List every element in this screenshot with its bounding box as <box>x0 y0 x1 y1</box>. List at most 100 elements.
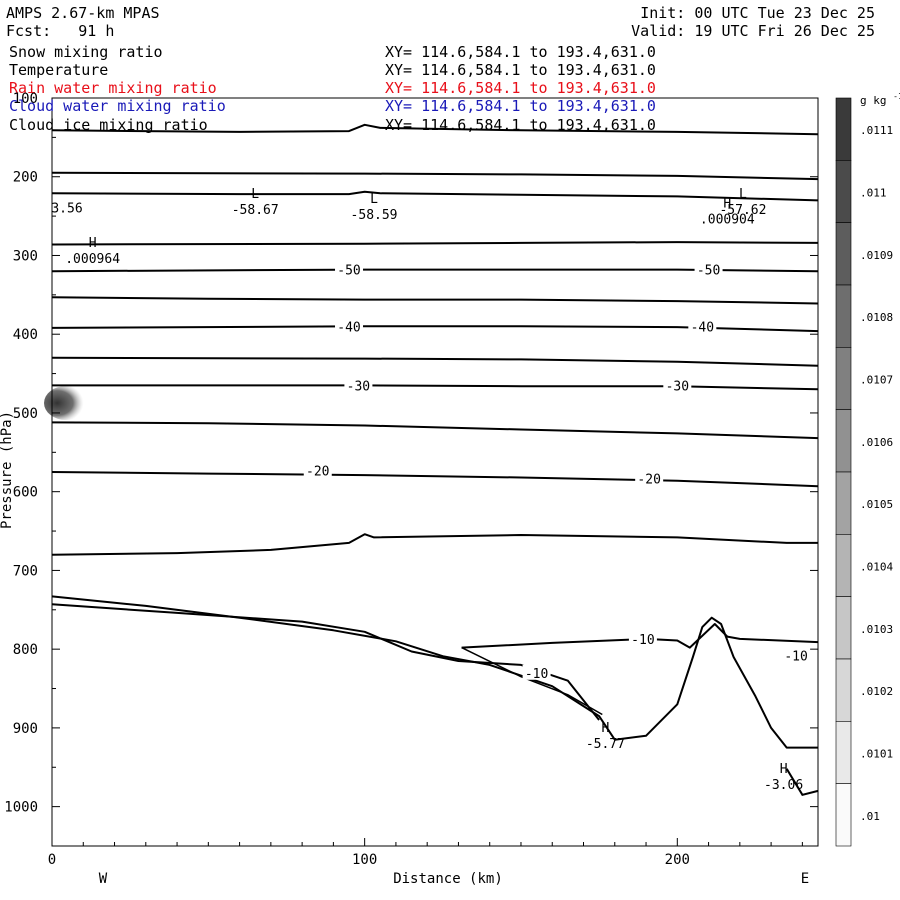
contour-label-9: -10 <box>784 649 807 664</box>
colorbar-tick-2: .0109 <box>860 249 893 262</box>
colorbar-unit-base: g kg <box>860 94 893 107</box>
colorbar-tick-1: .011 <box>860 187 887 200</box>
colorbar-bin-2 <box>835 222 852 286</box>
cloud-ice-blob <box>44 386 88 420</box>
init-time: Init: 00 UTC Tue 23 Dec 25 <box>640 4 875 22</box>
east-label: E <box>801 871 809 887</box>
colorbar-bin-8 <box>835 596 852 660</box>
field-xy-rain: XY= 114.6,584.1 to 193.4,631.0 <box>385 79 656 97</box>
extrema-mark-6: H <box>780 762 788 777</box>
isotherm-10 <box>51 471 819 488</box>
contour-label-8: -10 <box>631 633 654 648</box>
colorbar-unit-exponent: -1 <box>893 92 900 101</box>
west-label: W <box>99 871 108 887</box>
field-name-cloud-ice: Cloud ice mixing ratio <box>9 116 208 134</box>
contour-label-5: -30 <box>666 379 689 394</box>
y-tick-label-9: 1000 <box>4 800 38 816</box>
isotherm-4 <box>51 268 819 273</box>
contour-label-1: -50 <box>697 264 720 279</box>
colorbar-bin-6 <box>835 471 852 535</box>
y-tick-label-5: 600 <box>13 485 38 501</box>
extrema-value-4: .000964 <box>65 252 120 267</box>
contour-label-bg-4 <box>344 377 373 393</box>
isotherm-layer <box>51 123 819 649</box>
contour-label-bg-3 <box>688 318 717 334</box>
isotherm-12 <box>461 623 819 649</box>
shading-layer <box>44 386 88 420</box>
contour-label-bg-0 <box>335 261 364 277</box>
colorbar-bin-11 <box>835 783 852 847</box>
colorbar-tick-7: .0104 <box>860 561 893 574</box>
y-tick-label-7: 800 <box>13 642 38 658</box>
y-tick-label-8: 900 <box>13 721 38 737</box>
x-tick-label-1: 100 <box>352 852 377 868</box>
terrain-layer <box>51 595 819 796</box>
x-tick-label-2: 200 <box>665 852 690 868</box>
colorbar-bin-10 <box>835 721 852 784</box>
extrema-value-5: -5.77 <box>586 737 625 752</box>
field-name-snow: Snow mixing ratio <box>9 43 163 61</box>
valid-time: Valid: 19 UTC Fri 26 Dec 25 <box>631 22 875 40</box>
contour-label-3: -40 <box>691 320 714 335</box>
y-tick-label-6: 700 <box>13 563 38 579</box>
colorbar-bin-9 <box>835 658 852 722</box>
field-xy-temperature: XY= 114.6,584.1 to 193.4,631.0 <box>385 61 656 79</box>
forecast-hour: Fcst: 91 h <box>6 22 115 40</box>
field-xy-cloud-ice: XY= 114.6,584.1 to 193.4,631.0 <box>385 116 656 134</box>
contour-label-bg-5 <box>663 377 692 393</box>
extrema-mark-5: H <box>601 721 609 736</box>
contour-label-7: -20 <box>637 472 660 487</box>
colorbar-unit: g kg -1 <box>860 92 900 107</box>
y-tick-label-2: 300 <box>13 248 38 264</box>
isotherm-9 <box>51 421 819 440</box>
extrema-mark-2: L <box>739 187 747 202</box>
colorbar-tick-6: .0105 <box>860 498 893 511</box>
colorbar-bin-0 <box>835 97 852 161</box>
y-tick-label-1: 200 <box>13 170 38 186</box>
contour-label-4: -30 <box>347 379 370 394</box>
field-name-rain: Rain water mixing ratio <box>9 79 217 97</box>
contour-label-0: -50 <box>337 264 360 279</box>
plot-frame <box>51 97 819 847</box>
extrema-mark-0: L <box>251 187 259 202</box>
extrema-value-2: -57.62 <box>719 203 766 218</box>
terrain-line-0 <box>51 595 818 749</box>
colorbar-tick-8: .0103 <box>860 623 893 636</box>
contour-label-10: -10 <box>525 667 548 682</box>
field-xy-cloud-water: XY= 114.6,584.1 to 193.4,631.0 <box>385 97 656 115</box>
isotherm-0 <box>51 123 819 136</box>
isotherm-1 <box>51 171 819 181</box>
extrema-value-0: -58.67 <box>232 203 279 218</box>
x-axis-label: Distance (km) <box>393 871 503 887</box>
field-name-cloud-water: Cloud water mixing ratio <box>9 97 226 115</box>
tick-layer: 100 200 300 400 500 600 700 800 900 1000 0 100 200 <box>4 91 818 868</box>
y-axis-label: Pressure (hPa) <box>0 411 15 529</box>
isotherm-11 <box>51 533 818 556</box>
contour-label-2: -40 <box>337 320 360 335</box>
isotherm-5 <box>51 296 819 305</box>
colorbar-tick-4: .0107 <box>860 374 893 387</box>
colorbar-bin-4 <box>835 347 852 410</box>
coast-contour <box>785 768 819 796</box>
contour-label-6: -20 <box>306 464 329 479</box>
extrema-mark-3: H <box>723 197 731 212</box>
contour-label-bg-1 <box>694 261 723 277</box>
field-name-temperature: Temperature <box>9 61 109 79</box>
colorbar-tick-9: .0102 <box>860 685 893 698</box>
colorbar-tick-10: .0101 <box>860 748 893 761</box>
contour-label-bg-9 <box>782 647 811 663</box>
extrema-value-1: -58.59 <box>351 208 398 223</box>
contour-label-bg-10 <box>522 664 551 680</box>
isotherm-3 <box>51 241 819 246</box>
x-tick-label-0: 0 <box>48 852 56 868</box>
contour-label-bg-7 <box>635 470 664 486</box>
partial-extrema-value: 3.56 <box>51 202 82 217</box>
field-xy-snow: XY= 114.6,584.1 to 193.4,631.0 <box>385 43 656 61</box>
colorbar-bin-5 <box>835 409 852 473</box>
colorbar-tick-11: .01 <box>860 810 880 823</box>
model-title: AMPS 2.67-km MPAS <box>6 4 160 22</box>
isotherm-7 <box>51 356 819 367</box>
isotherm-8 <box>52 384 819 391</box>
colorbar-bin-7 <box>835 534 852 597</box>
